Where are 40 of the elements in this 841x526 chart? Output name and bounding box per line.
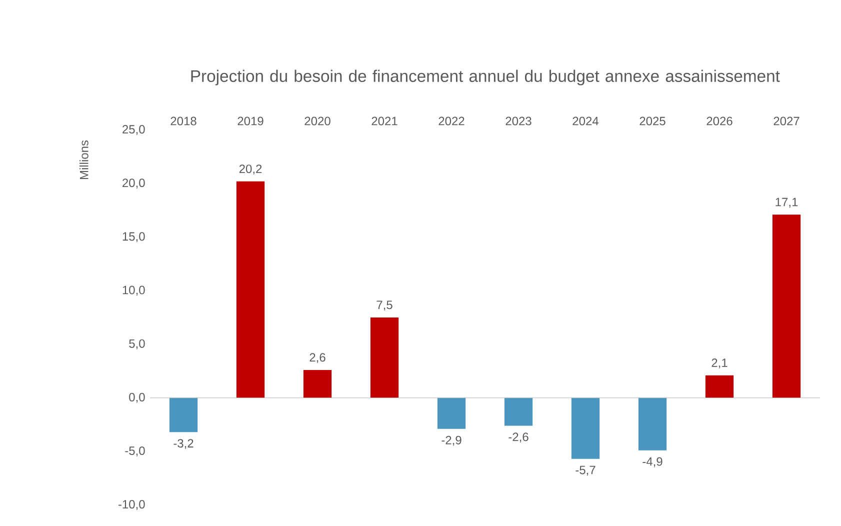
bar	[638, 398, 667, 450]
x-tick-label: 2021	[372, 116, 398, 126]
x-tick-label: 2024	[572, 116, 598, 126]
x-tick-label: 2018	[170, 116, 196, 126]
bar	[370, 318, 399, 398]
bar	[571, 398, 600, 459]
y-tick-label: 15,0	[122, 232, 145, 242]
data-label: 20,2	[239, 164, 262, 174]
bar	[437, 398, 466, 429]
x-tick-label: 2026	[706, 116, 732, 126]
x-tick-label: 2025	[640, 116, 666, 126]
y-tick-label: 5,0	[129, 339, 145, 350]
bar	[303, 370, 332, 398]
y-tick-label: 25,0	[122, 125, 145, 135]
data-label: -2,9	[442, 436, 462, 446]
data-label: -2,6	[508, 432, 528, 443]
y-tick-label: 0,0	[129, 392, 145, 403]
y-tick-label: 20,0	[122, 178, 145, 189]
chart-title: Projection du besoin de financement annuel du budget annexe assainissement	[191, 70, 780, 86]
y-tick-label: -5,0	[125, 446, 145, 456]
bar	[169, 398, 198, 432]
data-label: -5,7	[576, 466, 596, 476]
x-tick-label: 2020	[304, 116, 330, 126]
bar	[705, 375, 734, 398]
data-label: 2,1	[712, 358, 728, 368]
bar	[236, 181, 265, 398]
data-label: 2,6	[310, 353, 326, 364]
x-tick-label: 2019	[238, 116, 264, 126]
y-tick-label: -10,0	[118, 500, 145, 510]
data-label: -4,9	[642, 457, 662, 468]
data-label: 7,5	[376, 300, 392, 311]
bar	[504, 398, 533, 426]
y-tick-label: 10,0	[122, 286, 145, 296]
data-label: 17,1	[776, 198, 798, 208]
x-tick-label: 2022	[438, 116, 464, 126]
bar	[772, 214, 801, 398]
x-tick-label: 2023	[506, 116, 532, 126]
data-label: -3,2	[174, 439, 194, 449]
y-axis-title: Millions	[80, 140, 88, 180]
x-tick-label: 2027	[774, 116, 800, 126]
